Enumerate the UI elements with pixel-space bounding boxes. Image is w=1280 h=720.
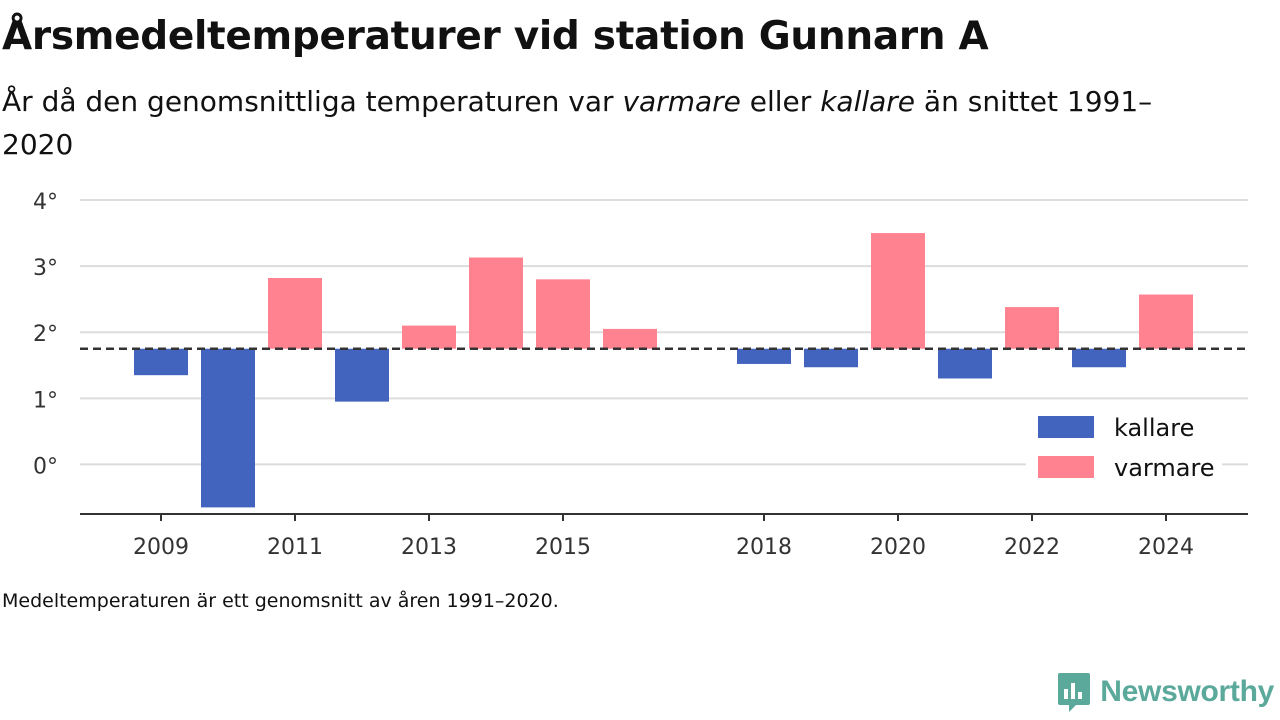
bar-2020 bbox=[871, 233, 925, 349]
bar-2013 bbox=[402, 325, 456, 349]
x-tick-label: 2022 bbox=[1004, 535, 1060, 560]
x-tick-label: 2009 bbox=[133, 535, 189, 560]
bar-2014 bbox=[469, 257, 523, 349]
bar-2018 bbox=[737, 348, 791, 364]
x-tick-label: 2011 bbox=[267, 535, 323, 560]
subtitle-warm-word: varmare bbox=[622, 85, 741, 118]
chart-title: Årsmedeltemperaturer vid station Gunnarn… bbox=[2, 14, 989, 59]
y-tick-label: 0° bbox=[33, 454, 58, 479]
bar-2024 bbox=[1139, 294, 1193, 349]
y-tick-label: 2° bbox=[33, 322, 58, 347]
bar-2016 bbox=[603, 328, 657, 349]
subtitle-text-1: År då den genomsnittliga temperaturen va… bbox=[2, 85, 623, 118]
legend-label-kallare: kallare bbox=[1114, 414, 1194, 442]
x-tick-label: 2024 bbox=[1138, 535, 1194, 560]
legend-swatch-varmare bbox=[1038, 456, 1094, 478]
x-tick-label: 2020 bbox=[870, 535, 926, 560]
legend-swatch-kallare bbox=[1038, 416, 1094, 438]
subtitle-text-3: än snittet 1991–2020 bbox=[2, 85, 1153, 161]
x-tick-label: 2013 bbox=[401, 535, 457, 560]
bar-2023 bbox=[1072, 348, 1126, 368]
y-tick-label: 1° bbox=[33, 388, 58, 413]
legend-label-varmare: varmare bbox=[1114, 454, 1215, 482]
bar-2015 bbox=[536, 279, 590, 349]
temperature-bar-chart: 0° 1° 2° 3° 4° 2009 2011 2013 2015 2018 2020 2022 20… bbox=[33, 190, 1248, 560]
bar-2012 bbox=[335, 348, 389, 402]
x-tick-label: 2015 bbox=[535, 535, 591, 560]
bar-2009 bbox=[134, 348, 188, 376]
y-tick-label: 3° bbox=[33, 256, 58, 281]
subtitle-cold-word: kallare bbox=[820, 85, 916, 118]
bar-2019 bbox=[804, 348, 858, 368]
brand-name: Newsworthy bbox=[1100, 675, 1274, 708]
brand-logo: Newsworthy bbox=[1056, 670, 1274, 714]
bar-2010 bbox=[201, 348, 255, 508]
x-tick-label: 2018 bbox=[736, 535, 792, 560]
y-tick-label: 4° bbox=[33, 190, 58, 215]
subtitle-text-2: eller bbox=[740, 85, 821, 118]
chart-footnote: Medeltemperaturen är ett genomsnitt av å… bbox=[2, 590, 559, 612]
chart-subtitle: År då den genomsnittliga temperaturen va… bbox=[2, 80, 1202, 166]
newsworthy-logo-icon bbox=[1058, 673, 1091, 712]
bar-2021 bbox=[938, 348, 992, 379]
bar-2022 bbox=[1005, 307, 1059, 349]
bar-2011 bbox=[268, 278, 322, 349]
